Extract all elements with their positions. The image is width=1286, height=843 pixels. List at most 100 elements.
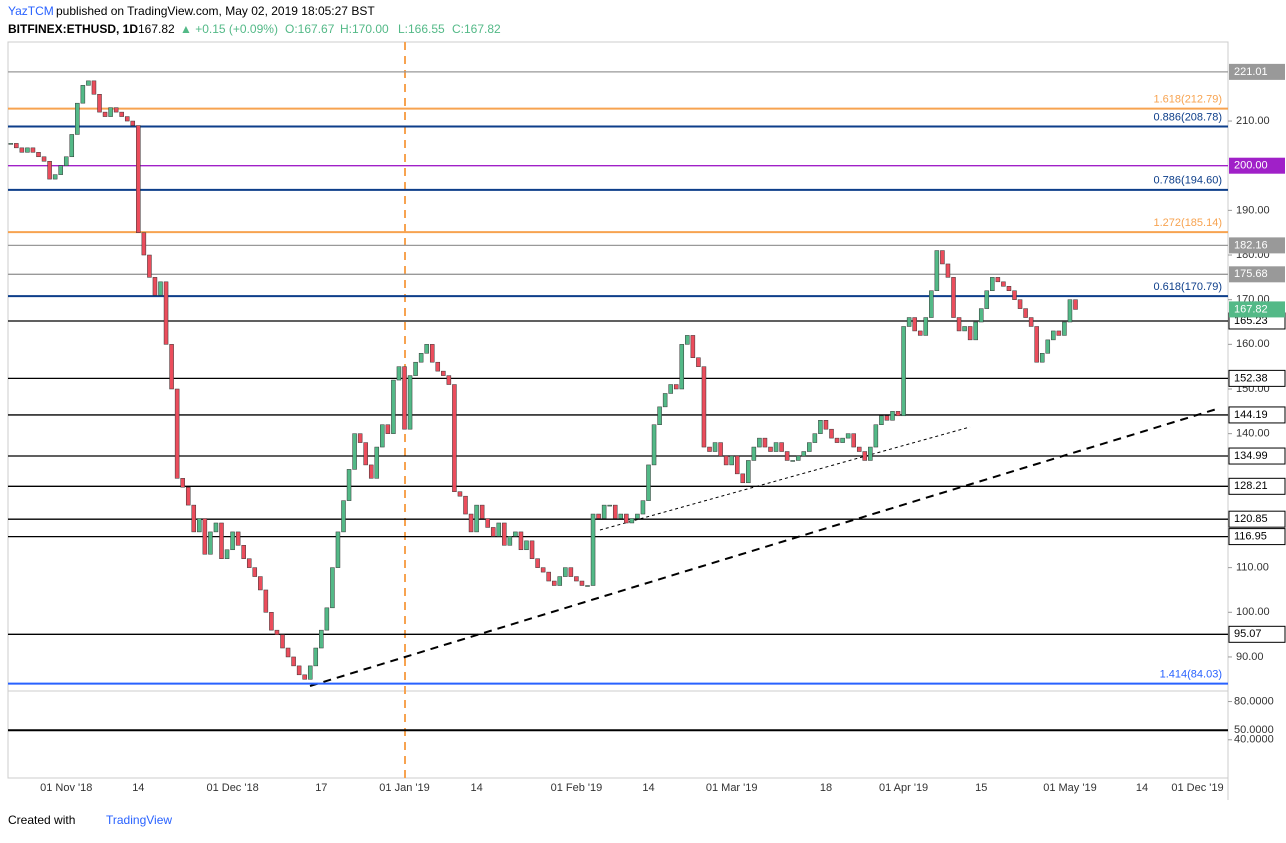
- level-label: 116.95: [1234, 531, 1267, 543]
- candle: [1012, 290, 1017, 300]
- candle: [818, 420, 823, 434]
- candle: [673, 384, 679, 390]
- candle: [890, 411, 895, 421]
- candle: [701, 366, 707, 448]
- x-tick-label: 01 Apr '19: [879, 782, 928, 794]
- y-tick-label: 100.00: [1236, 606, 1270, 618]
- candle: [917, 330, 923, 336]
- y-tick-label: 140.00: [1236, 428, 1270, 440]
- candle: [1001, 281, 1006, 287]
- candle: [662, 393, 668, 408]
- candle: [1023, 308, 1028, 318]
- candle: [978, 308, 984, 323]
- candle: [30, 147, 36, 153]
- candle: [679, 344, 685, 390]
- level-box: [1229, 157, 1285, 174]
- x-tick-label: 14: [642, 782, 654, 794]
- level-box: [1229, 266, 1285, 283]
- candle: [380, 424, 385, 448]
- level-label: 120.85: [1234, 513, 1268, 525]
- candle: [385, 424, 391, 434]
- candle: [551, 580, 557, 586]
- y-tick-label: 90.00: [1236, 651, 1264, 663]
- x-tick-label: 01 Feb '19: [551, 782, 603, 794]
- candle: [734, 455, 740, 475]
- level-box: [1228, 477, 1286, 495]
- candle: [834, 437, 840, 443]
- candle: [402, 366, 407, 430]
- candle: [230, 531, 235, 551]
- candle: [951, 277, 956, 318]
- candle: [740, 473, 746, 484]
- candle: [108, 107, 113, 117]
- last-price: 167.82: [1234, 303, 1268, 315]
- level-box: [1229, 63, 1285, 80]
- candle: [75, 102, 80, 135]
- candle: [635, 513, 640, 519]
- candle: [612, 504, 618, 519]
- trendline: [309, 407, 1221, 687]
- rsi-tick-label: 50.0000: [1234, 724, 1274, 736]
- candle: [185, 486, 191, 506]
- level-label: 165.23: [1234, 315, 1268, 327]
- candle: [685, 335, 690, 345]
- candle: [851, 433, 856, 448]
- candle: [779, 442, 784, 452]
- candle: [468, 513, 474, 533]
- candle: [163, 281, 169, 345]
- level-box: [1229, 237, 1285, 254]
- candle: [873, 424, 879, 448]
- candle: [962, 326, 967, 332]
- candle: [1045, 339, 1051, 354]
- candle: [224, 549, 230, 559]
- candle: [208, 531, 213, 555]
- x-tick-label: 01 Jan '19: [379, 782, 429, 794]
- level-box: [1228, 510, 1286, 528]
- candle: [596, 513, 601, 519]
- candle: [58, 165, 63, 175]
- candle: [812, 433, 818, 443]
- candle: [52, 174, 58, 180]
- candle: [352, 433, 357, 470]
- candle: [718, 442, 723, 457]
- candle: [563, 567, 568, 577]
- publisher[interactable]: YazTCM: [8, 4, 54, 18]
- y-tick-label: 190.00: [1236, 204, 1270, 216]
- candle: [507, 536, 513, 546]
- candle: [1073, 299, 1078, 310]
- candle: [130, 120, 136, 126]
- brand[interactable]: TradingView: [106, 813, 172, 827]
- level-label: 128.21: [1234, 480, 1268, 492]
- fib-label: 1.618(212.79): [1154, 93, 1223, 105]
- candle: [762, 437, 768, 448]
- candle: [263, 589, 269, 613]
- y-tick-label: 210.00: [1236, 115, 1270, 127]
- candle: [41, 156, 47, 162]
- candle: [1034, 326, 1039, 363]
- candle: [391, 379, 396, 434]
- level-label: 175.68: [1234, 268, 1268, 280]
- x-tick-label: 14: [132, 782, 144, 794]
- fib-label: 0.886(208.78): [1154, 111, 1223, 123]
- candle: [435, 361, 441, 372]
- candle: [1056, 330, 1062, 336]
- candle: [729, 455, 734, 466]
- candle: [856, 446, 862, 452]
- level-label: 134.99: [1234, 450, 1268, 462]
- candle: [912, 317, 917, 332]
- candle: [319, 629, 324, 649]
- candle: [246, 558, 252, 568]
- candle: [158, 281, 163, 296]
- candle: [657, 406, 662, 425]
- fib-label: 1.272(185.14): [1154, 217, 1223, 229]
- candle: [640, 500, 646, 515]
- level-box: [1228, 369, 1286, 387]
- candle: [396, 366, 402, 381]
- candle: [629, 518, 635, 524]
- candle: [219, 522, 224, 559]
- candle: [258, 576, 263, 591]
- candle: [235, 531, 241, 546]
- candle: [374, 446, 380, 479]
- candle: [1067, 299, 1073, 323]
- candle: [446, 375, 452, 385]
